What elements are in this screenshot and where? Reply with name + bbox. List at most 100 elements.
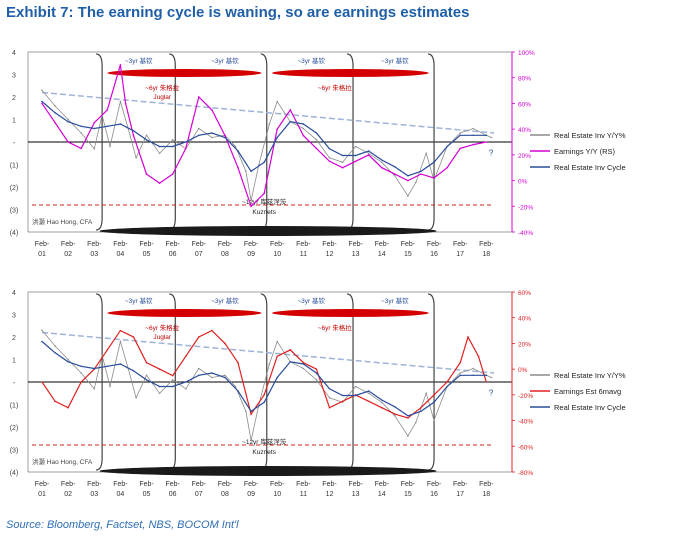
x-tick-label: 07 bbox=[195, 251, 203, 258]
x-tick-label: Feb- bbox=[270, 241, 285, 248]
series-point bbox=[198, 336, 200, 338]
y-right-tick-label: -40% bbox=[518, 419, 533, 426]
series-point bbox=[302, 134, 305, 137]
series-point bbox=[328, 147, 331, 150]
series-point bbox=[198, 96, 200, 98]
series-point bbox=[433, 177, 435, 179]
series-point bbox=[80, 125, 83, 128]
x-tick-label: 03 bbox=[90, 491, 98, 498]
series-point bbox=[446, 145, 448, 148]
x-tick-label: Feb- bbox=[401, 481, 416, 488]
series-point bbox=[67, 360, 69, 363]
series-point bbox=[119, 329, 122, 332]
series-point bbox=[67, 120, 69, 123]
series-point bbox=[124, 102, 127, 105]
x-tick-label: 06 bbox=[169, 251, 177, 258]
series-point bbox=[54, 345, 56, 347]
series-point bbox=[132, 369, 135, 372]
chart-panel-top: 4 3 2 1 - (1) (2) (3) (4) 100% 80% 60% 40% 20% 0% -20% -… bbox=[10, 50, 626, 258]
series-point bbox=[54, 105, 56, 107]
juglar-ellipse bbox=[107, 309, 262, 317]
x-tick-label: Feb- bbox=[139, 241, 154, 248]
x-tick-label: 11 bbox=[300, 491, 307, 498]
series-point bbox=[485, 374, 488, 377]
x-tick-label: 05 bbox=[143, 491, 151, 498]
series-point bbox=[80, 147, 83, 150]
x-tick-label: 09 bbox=[247, 491, 255, 498]
series-point bbox=[54, 400, 56, 403]
series-point bbox=[158, 392, 161, 395]
y-right-tick-label: 40% bbox=[518, 127, 531, 134]
series-point bbox=[341, 394, 344, 397]
series-point bbox=[224, 136, 226, 139]
series-point bbox=[328, 160, 331, 163]
x-tick-label: Feb- bbox=[218, 241, 233, 248]
series-point bbox=[171, 378, 174, 381]
series-point bbox=[106, 365, 109, 368]
series-line bbox=[41, 101, 487, 177]
x-tick-label: Feb- bbox=[348, 481, 363, 488]
series-point bbox=[302, 361, 305, 364]
x-tick-label: 16 bbox=[430, 491, 438, 498]
series-point bbox=[106, 125, 109, 128]
series-point bbox=[119, 64, 122, 66]
juglar-ellipse bbox=[272, 309, 429, 317]
series-point bbox=[315, 368, 318, 370]
series-point bbox=[145, 361, 148, 364]
y-left-tick-label: (1) bbox=[10, 403, 19, 410]
cycle-bracket bbox=[96, 293, 103, 471]
annotation-text: ~6yr 朱格拉 bbox=[145, 323, 180, 332]
series-point bbox=[367, 150, 370, 152]
series-point bbox=[224, 376, 226, 379]
annotation-text: ~6yr 朱格拉 bbox=[145, 83, 180, 92]
series-point bbox=[145, 378, 148, 381]
x-tick-label: Feb- bbox=[113, 481, 128, 488]
kuznets-ellipse bbox=[99, 466, 437, 476]
y-left-tick-label: (3) bbox=[10, 448, 19, 455]
series-point bbox=[276, 128, 279, 130]
series-point bbox=[132, 134, 135, 137]
series-point bbox=[41, 100, 43, 103]
series-point bbox=[302, 367, 305, 370]
y-left-tick-label: (4) bbox=[10, 230, 19, 237]
annotation-text: ~6yr 朱格拉 bbox=[318, 83, 353, 92]
x-tick-label: 18 bbox=[482, 251, 490, 258]
series-point bbox=[394, 414, 396, 417]
series-point bbox=[158, 152, 161, 155]
series-point bbox=[41, 102, 43, 105]
series-point bbox=[67, 118, 69, 121]
series-point bbox=[380, 159, 383, 161]
series-point bbox=[315, 147, 318, 150]
x-tick-label: Feb- bbox=[296, 481, 311, 488]
series-point bbox=[472, 374, 475, 377]
series-point bbox=[237, 390, 239, 392]
x-tick-label: Feb- bbox=[401, 241, 416, 248]
series-point bbox=[407, 195, 409, 197]
series-point bbox=[263, 394, 265, 396]
series-point bbox=[490, 136, 493, 139]
series-point bbox=[224, 134, 226, 137]
x-tick-label: Feb- bbox=[61, 481, 76, 488]
annotation-text: Kuznets bbox=[252, 209, 276, 216]
question-mark: ? bbox=[489, 389, 494, 398]
series-point bbox=[472, 143, 475, 146]
y-left-tick-label: 4 bbox=[12, 50, 16, 57]
series-point bbox=[145, 134, 148, 137]
series-point bbox=[354, 385, 357, 388]
series-point bbox=[171, 385, 174, 388]
series-point bbox=[109, 385, 111, 388]
cycle-bracket bbox=[427, 293, 435, 471]
series-point bbox=[237, 361, 239, 364]
series-point bbox=[263, 401, 265, 404]
annotation-text: ~12yr 库兹涅茨 bbox=[242, 197, 287, 206]
series-point bbox=[472, 134, 475, 137]
x-tick-label: 18 bbox=[482, 491, 490, 498]
series-point bbox=[380, 399, 383, 401]
series-point bbox=[211, 376, 213, 379]
x-tick-label: Feb- bbox=[375, 481, 390, 488]
series-point bbox=[41, 89, 43, 92]
x-tick-label: Feb- bbox=[427, 241, 442, 248]
y-left-tick-label: (3) bbox=[10, 208, 19, 215]
series-point bbox=[414, 421, 417, 424]
series-point bbox=[380, 166, 383, 169]
